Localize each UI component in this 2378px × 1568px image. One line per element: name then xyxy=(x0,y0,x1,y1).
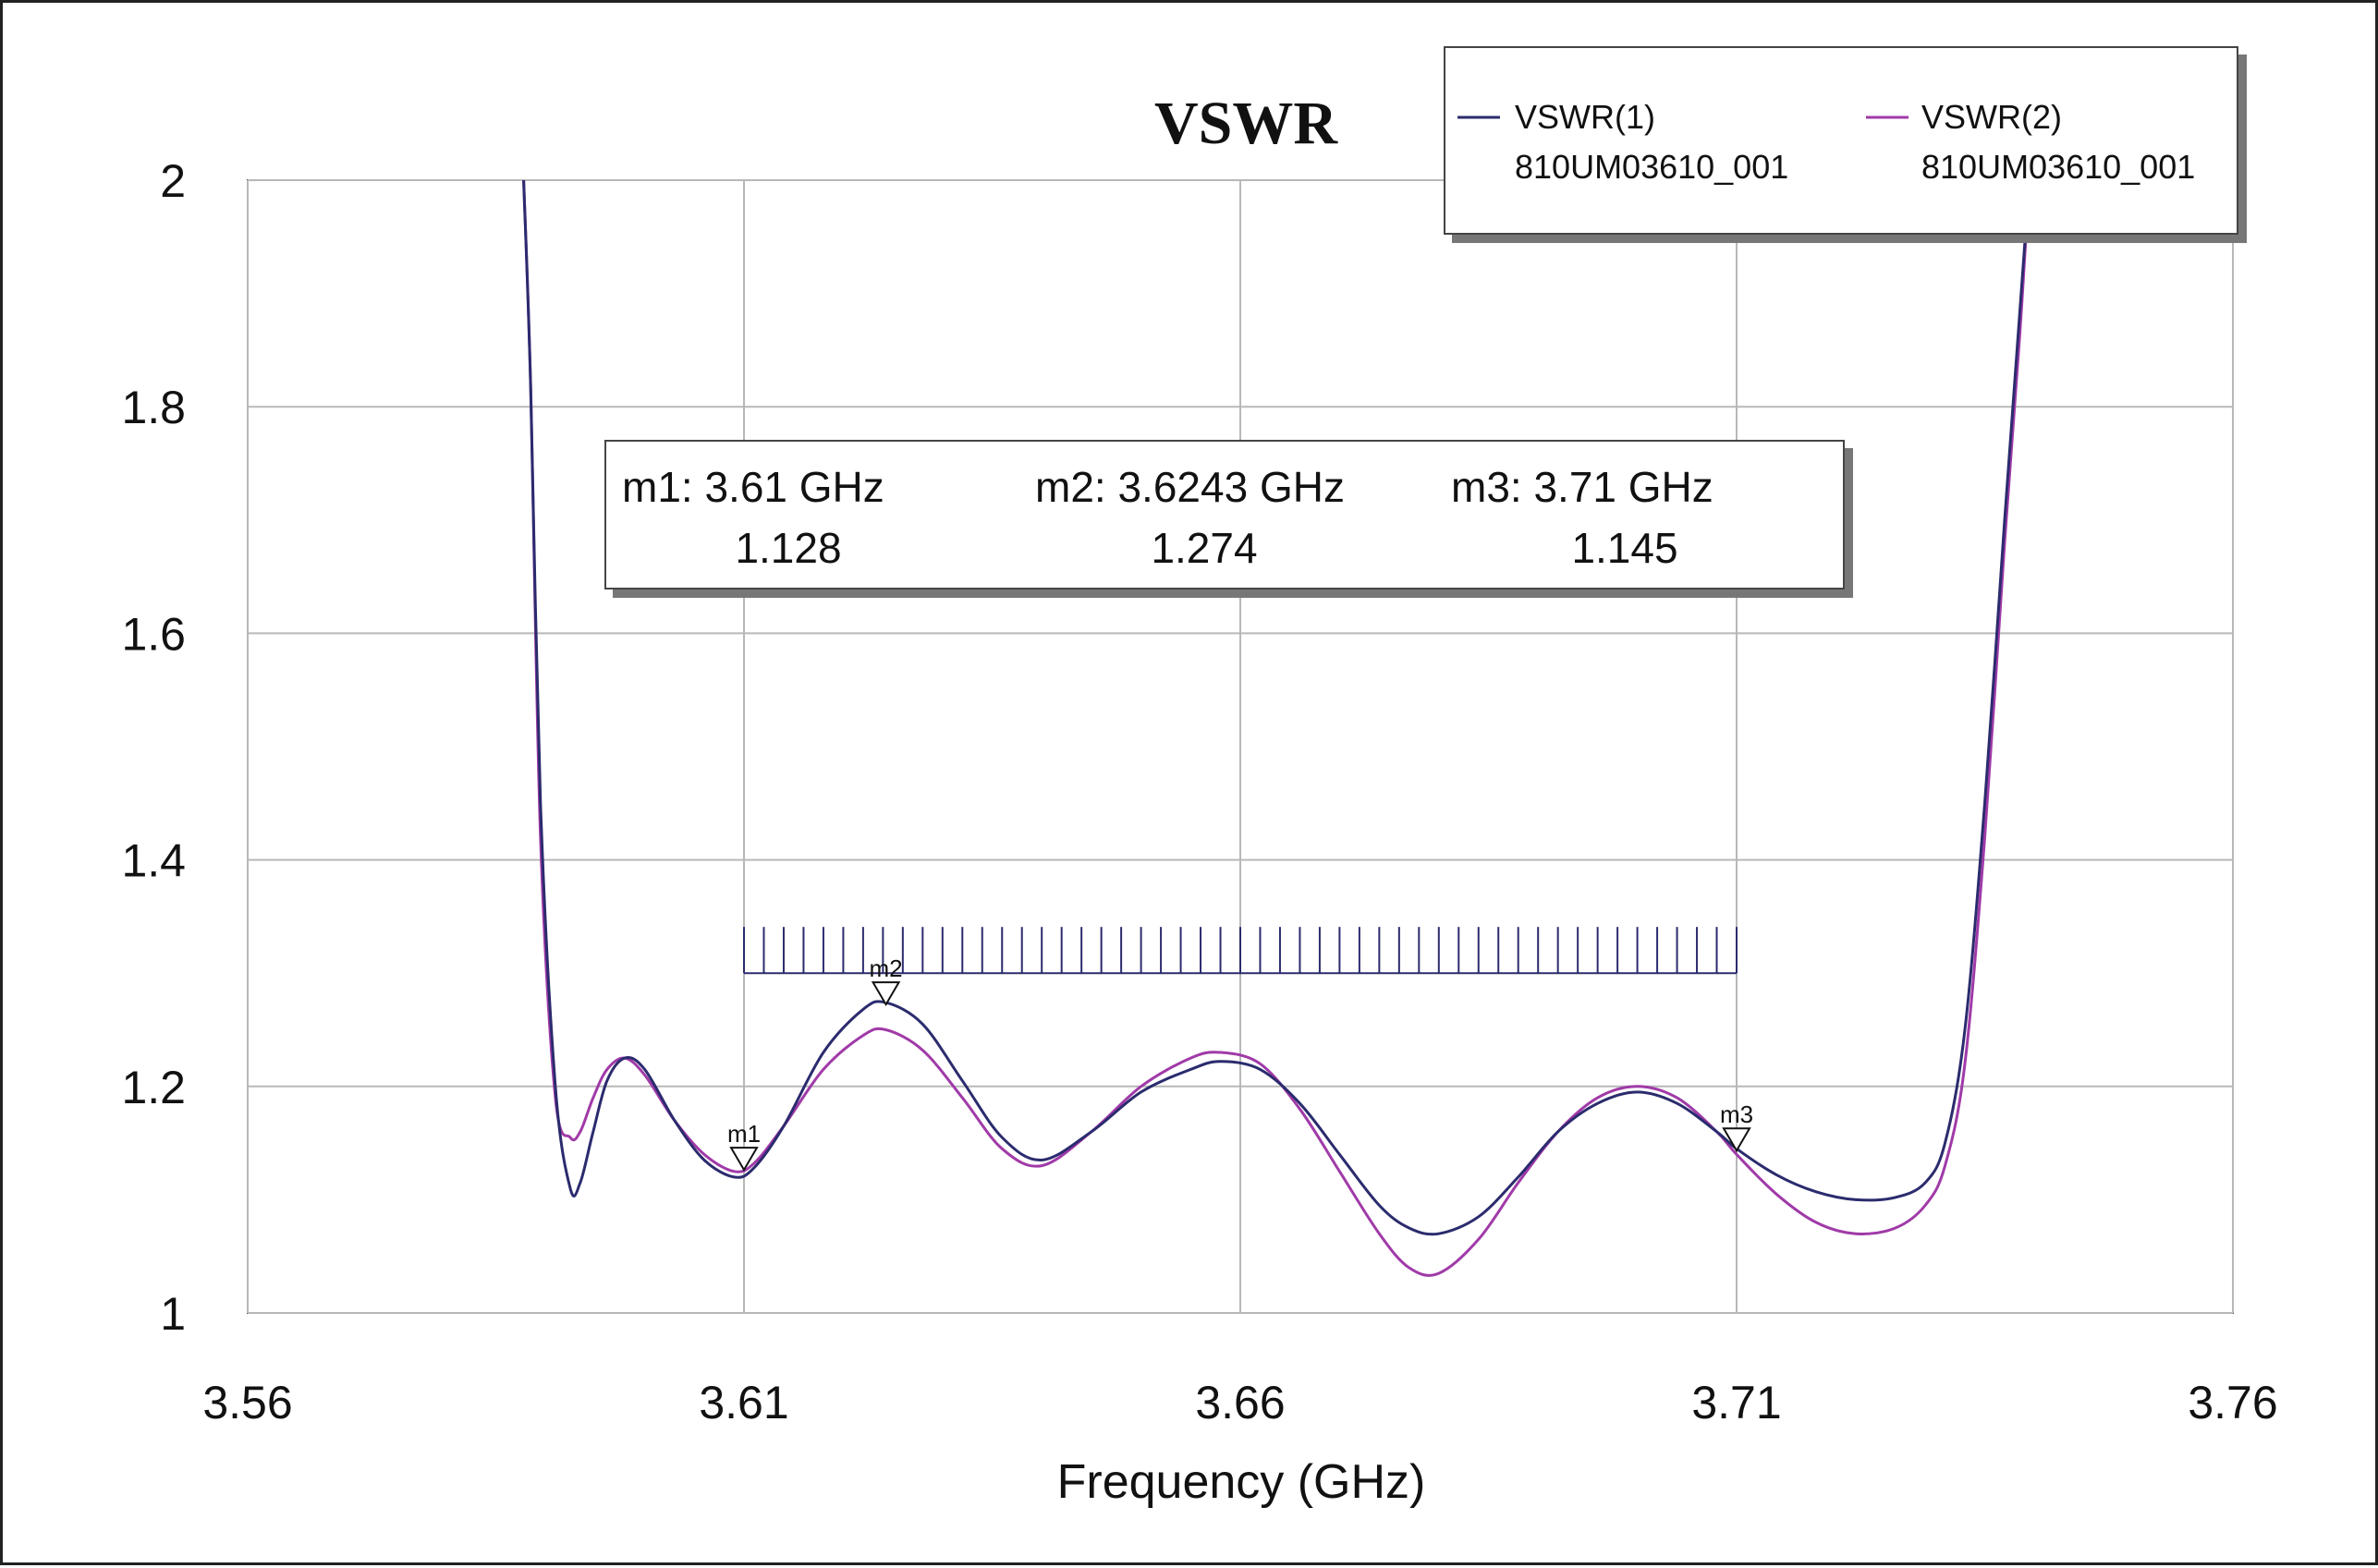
y-tick-label: 1.2 xyxy=(121,1062,186,1113)
marker-m3-triangle xyxy=(1722,1127,1751,1153)
marker-m2-label: m2: 3.6243 GHz xyxy=(1035,463,1345,511)
marker-m1-tag: m1 xyxy=(727,1120,761,1148)
legend-vswr1-sub: 810UM03610_001 xyxy=(1515,148,1788,186)
y-tick-labels: 1 1.2 1.4 1.6 1.8 2 xyxy=(121,155,186,1340)
vswr-chart: VSWR 1 1.2 1.4 1.6 1.8 2 3.56 3.61 3.66 3.71 3.76… xyxy=(121,46,2278,1509)
x-tick-label: 3.66 xyxy=(1195,1377,1285,1428)
y-tick-label: 1.6 xyxy=(121,608,186,660)
series-line-2 xyxy=(522,179,2031,1277)
marker-m1-triangle xyxy=(729,1147,759,1173)
marker-m1-label: m1: 3.61 GHz xyxy=(622,463,884,511)
x-tick-label: 3.71 xyxy=(1691,1377,1781,1428)
series-lines xyxy=(522,179,2031,1277)
x-tick-labels: 3.56 3.61 3.66 3.71 3.76 xyxy=(202,1377,2277,1428)
marker-points: m1 m2 m3 xyxy=(727,954,1753,1173)
y-tick-label: 2 xyxy=(160,155,186,207)
marker-m2-value: 1.274 xyxy=(1151,524,1257,572)
marker-m2-triangle xyxy=(871,981,901,1007)
marker-m3-tag: m3 xyxy=(1720,1100,1753,1128)
legend: VSWR(1) 810UM03610_001 VSWR(2) 810UM0361… xyxy=(1444,46,2238,235)
frequency-band-indicator xyxy=(743,927,1738,975)
chart-title: VSWR xyxy=(1154,90,1338,157)
legend-vswr2-name: VSWR(2) xyxy=(1921,98,2062,136)
marker-m3-value: 1.145 xyxy=(1571,524,1677,572)
series-line-1 xyxy=(522,179,2031,1236)
marker-table: m1: 3.61 GHz 1.128 m2: 3.6243 GHz 1.274 … xyxy=(604,440,1845,590)
marker-m3-label: m3: 3.71 GHz xyxy=(1451,463,1713,511)
y-tick-label: 1.8 xyxy=(121,382,186,433)
y-tick-label: 1.4 xyxy=(121,835,186,887)
x-tick-label: 3.61 xyxy=(699,1377,788,1428)
legend-vswr1-name: VSWR(1) xyxy=(1515,98,1655,136)
x-axis-label: Frequency (GHz) xyxy=(1057,1455,1426,1509)
x-tick-label: 3.56 xyxy=(202,1377,292,1428)
legend-vswr2-sub: 810UM03610_001 xyxy=(1921,148,2195,186)
y-tick-label: 1 xyxy=(160,1288,186,1340)
marker-m1-value: 1.128 xyxy=(735,524,841,572)
x-tick-label: 3.76 xyxy=(2188,1377,2277,1428)
grid-lines xyxy=(247,179,2234,1314)
marker-m2-tag: m2 xyxy=(870,954,903,982)
